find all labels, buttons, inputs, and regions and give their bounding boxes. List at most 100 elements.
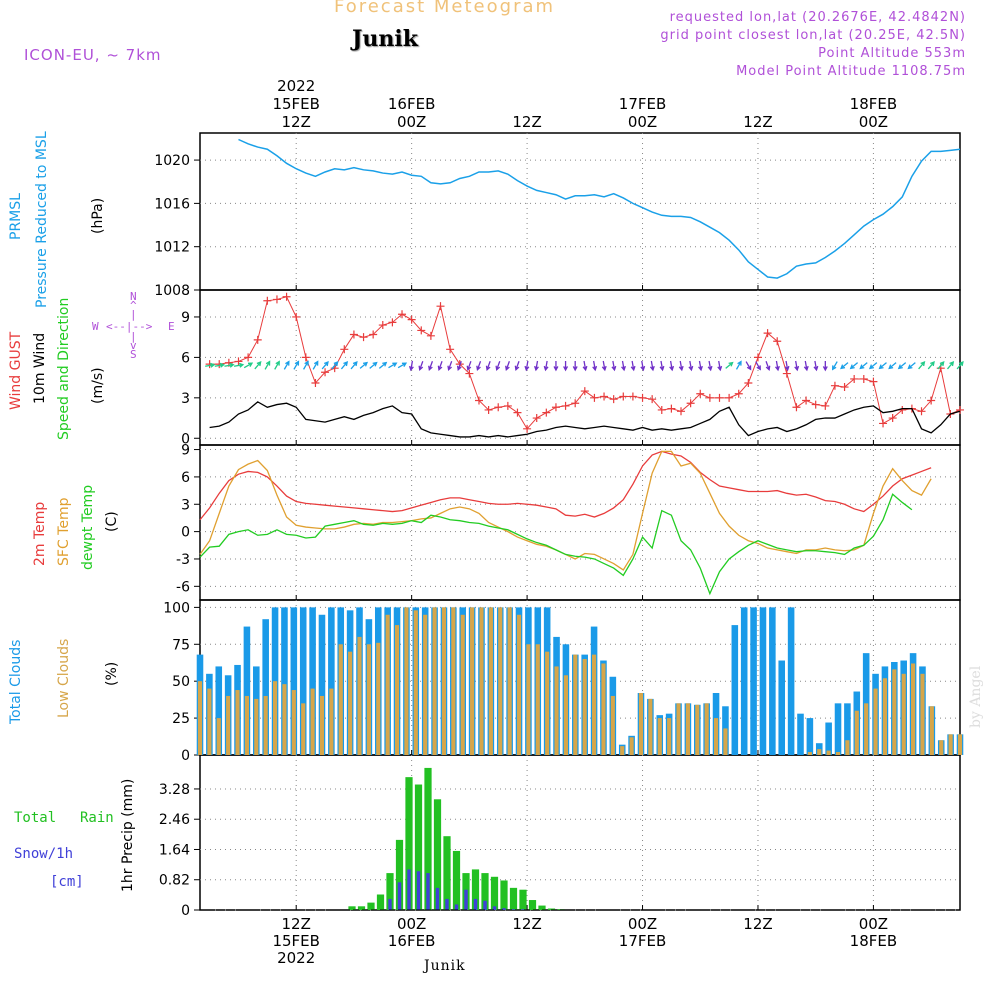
low-cloud-bar: [807, 752, 812, 755]
wind-direction-arrow: [243, 362, 254, 369]
wind-direction-arrow: [755, 361, 761, 371]
gust-marker: [590, 393, 599, 402]
total-cloud-bar: [215, 666, 223, 755]
gust-marker: [648, 395, 657, 404]
total-cloud-bar: [281, 607, 288, 755]
bottom-time-label-5-1: 18FEB: [850, 932, 897, 950]
gust-marker: [888, 414, 897, 423]
gust-marker: [956, 405, 964, 414]
low-cloud-bar: [526, 644, 531, 755]
wind-direction-arrow: [897, 362, 907, 370]
bottom-time-label-3-1: 17FEB: [619, 932, 666, 950]
wind-direction-arrow: [543, 360, 549, 372]
gust-marker: [802, 396, 811, 405]
wind-direction-arrow: [418, 361, 424, 371]
gust-marker: [667, 404, 676, 413]
wind-direction-arrow: [745, 361, 752, 371]
rain-bar: [424, 767, 432, 910]
wind-direction-arrow: [340, 360, 349, 370]
panel-frame-2: [199, 444, 961, 601]
top-time-label-3-0: 17FEB: [619, 95, 666, 113]
wind-direction-arrow: [678, 360, 684, 372]
low-cloud-bar: [470, 607, 475, 755]
gust-marker: [244, 353, 253, 362]
gust-marker: [340, 345, 349, 354]
total-cloud-bar: [243, 626, 251, 755]
wind-direction-arrow: [437, 361, 443, 371]
gust-marker: [830, 381, 839, 390]
rain-bar: [500, 880, 508, 910]
low-cloud-bar: [563, 675, 568, 755]
gust-marker: [609, 395, 618, 404]
low-cloud-bar: [601, 663, 606, 755]
wind-direction-arrow: [698, 360, 703, 372]
gust-marker: [879, 419, 888, 428]
gust-marker: [513, 408, 522, 417]
wind-direction-arrow: [274, 360, 280, 370]
gust-marker: [359, 333, 368, 342]
low-cloud-bar: [207, 688, 212, 755]
precip-rain-label: Rain: [80, 810, 114, 826]
wind-direction-arrow: [813, 360, 819, 372]
low-cloud-bar: [404, 607, 409, 755]
gust-marker: [263, 296, 272, 305]
wind-direction-arrow: [369, 361, 378, 369]
ytick-label-3-4: 100: [163, 600, 190, 616]
wind-direction-arrow: [735, 360, 742, 370]
low-cloud-bar: [235, 690, 240, 755]
gust-marker: [869, 377, 878, 386]
compass-s: S: [130, 348, 137, 361]
low-cloud-bar: [638, 693, 644, 755]
wind-direction-arrow: [669, 360, 675, 372]
top-time-label-4-0: 12Z: [743, 113, 772, 131]
gust-marker: [744, 379, 753, 387]
wind-direction-arrow: [784, 360, 790, 372]
model-name: ICON-EU, ~ 7km: [24, 46, 162, 64]
low-cloud-bar: [451, 607, 456, 755]
bottom-time-label-0-2: 2022: [277, 949, 315, 967]
temp-2m-line: [199, 450, 932, 521]
low-cloud-bar: [272, 681, 278, 755]
gust-marker: [917, 407, 926, 416]
wind-direction-arrow: [878, 362, 887, 370]
low-cloud-bar: [582, 659, 587, 755]
low-cloud-bar: [592, 654, 597, 755]
gust-marker: [292, 312, 301, 321]
wind-direction-arrow: [254, 360, 262, 370]
snow-bar: [502, 908, 506, 910]
bottom-time-label-2-0: 12Z: [512, 915, 541, 933]
low-cloud-bar: [291, 690, 296, 755]
wind-direction-arrow: [611, 360, 617, 372]
gust-marker: [859, 374, 868, 383]
total-cloud-bar: [309, 607, 316, 755]
low-cloud-bar: [573, 654, 578, 755]
wind-direction-arrow: [303, 360, 309, 370]
rain-bar: [386, 873, 394, 910]
wind-direction-arrow: [840, 362, 849, 370]
gust-marker: [282, 292, 291, 301]
ytick-label-4-3: 2.46: [159, 812, 190, 828]
total-cloud-bar: [290, 607, 298, 755]
panel-frame-0: [199, 132, 961, 291]
ytick-label-0-2: 1016: [154, 196, 190, 212]
gust-marker: [811, 400, 820, 409]
ytick-label-3-1: 25: [172, 711, 190, 727]
compass-arrow-s: v: [130, 339, 137, 352]
total-cloud-bar: [328, 607, 335, 755]
low-cloud-bar: [301, 703, 306, 755]
wind-direction-arrow: [774, 360, 780, 372]
pressure-line: [238, 138, 961, 279]
gust-marker: [657, 405, 666, 414]
low-cloud-bar: [704, 703, 709, 755]
wind-direction-arrow: [524, 360, 530, 372]
gust-marker: [494, 403, 503, 412]
ytick-label-4-4: 3.28: [159, 782, 190, 798]
snow-bar: [511, 909, 516, 910]
low-cloud-bar: [376, 642, 381, 755]
wind-direction-arrow: [707, 360, 713, 372]
low-cloud-bar: [216, 718, 221, 755]
gust-marker: [503, 401, 512, 410]
gust-marker: [321, 368, 330, 377]
temp-dewpt-line: [199, 493, 913, 596]
ytick-label-3-3: 75: [172, 637, 190, 653]
